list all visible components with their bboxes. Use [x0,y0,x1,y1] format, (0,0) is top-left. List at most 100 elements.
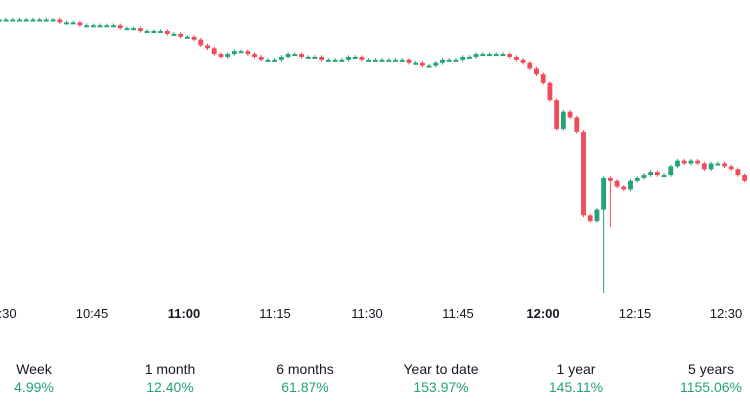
candle-body-up [594,209,600,222]
candle [386,58,392,62]
candle [487,52,492,57]
candle [366,58,372,62]
candle [534,66,539,76]
candle-body-up [399,59,405,62]
candle [43,17,49,22]
candle [84,23,90,28]
candle-body-down [520,59,526,63]
candle-body-up [366,59,372,62]
time-tick-1100: 11:00 [167,306,201,321]
perf-1-year[interactable]: 1 year 145.11% [511,360,641,396]
candle [245,49,251,56]
candle-body-up [346,56,351,60]
candle-body-up [708,163,714,170]
candle-body-up [352,56,358,59]
candle [292,52,298,57]
candle-body-down [621,186,627,190]
candle [137,26,143,33]
candle [614,179,620,189]
candle-body-up [158,31,163,34]
candle [379,58,385,62]
candle [252,52,257,59]
candle [574,115,580,134]
perf-week-label: Week [16,361,52,377]
candle [513,55,519,62]
candle-body-up [70,22,76,25]
candle-body-down [258,56,264,60]
candle [319,55,325,62]
candle-body-down [681,160,687,164]
perf-ytd-value: 153.97% [413,379,469,395]
candle-body-down [581,131,586,216]
candle [57,17,63,25]
candle-body-up [278,56,284,60]
candle [406,58,412,65]
candle-body-up [104,25,110,28]
candle [70,20,76,25]
candle-body-up [131,28,137,31]
candle [641,173,647,180]
perf-5-years[interactable]: 5 years 1155.06% [646,360,750,396]
candle-body-up [386,59,392,62]
candle-body-down [534,68,539,75]
candle [158,29,163,34]
perf-5-years-label: 5 years [688,361,734,377]
price-chart[interactable] [0,0,750,300]
candle [654,170,660,177]
candle-body-up [668,166,674,176]
candle-body-up [466,56,472,59]
perf-6-months[interactable]: 6 months 61.87% [240,360,370,396]
candle [675,158,680,169]
candle [90,23,96,28]
candle-body-down [198,39,204,46]
candle-body-up [37,19,43,22]
candle [742,173,748,183]
candle [299,52,304,59]
perf-6-months-value: 61.87% [281,379,329,395]
candle [500,52,506,57]
perf-week[interactable]: Week 4.99% [0,360,99,396]
candle [178,32,184,39]
candle [540,72,546,85]
candle [238,49,244,54]
perf-1-year-value: 145.11% [548,379,604,395]
candle-body-down [735,169,741,176]
candle [466,55,472,59]
candle [594,207,600,223]
perf-ytd[interactable]: Year to date 153.97% [376,360,506,396]
candle [433,60,439,68]
candle-body-down [205,45,210,49]
candle-body-down [245,51,251,55]
candle [151,29,157,34]
candle-body-down [701,163,707,170]
candle-body-up [325,59,331,62]
candle-body-down [547,82,553,101]
candle-body-up [151,31,157,34]
candle-body-up [64,22,69,25]
time-tick-1115: 11:15 [259,306,291,321]
time-tick-1200: 12:00 [526,306,560,321]
candle [359,55,365,62]
candle-body-up [17,19,22,22]
candle [97,23,103,28]
candle [440,58,445,65]
candle-body-down [527,62,533,69]
candle [460,55,466,62]
candle [628,179,633,192]
candle-body-up [634,177,640,181]
candle-body-up [426,65,432,68]
perf-1-month[interactable]: 1 month 12.40% [105,360,235,396]
candle-body-up [715,163,721,166]
candle [728,164,734,172]
candle-body-up [453,59,459,62]
candlestick-plot[interactable] [0,0,750,300]
candle-body-up [332,59,338,62]
candle-body-up [312,56,318,59]
candle [393,58,398,62]
candle [332,58,338,62]
candle-body-up [393,59,398,62]
candle-body-down [574,117,580,132]
candle [171,32,177,36]
candle-body-down [77,22,83,26]
candle [520,58,526,65]
